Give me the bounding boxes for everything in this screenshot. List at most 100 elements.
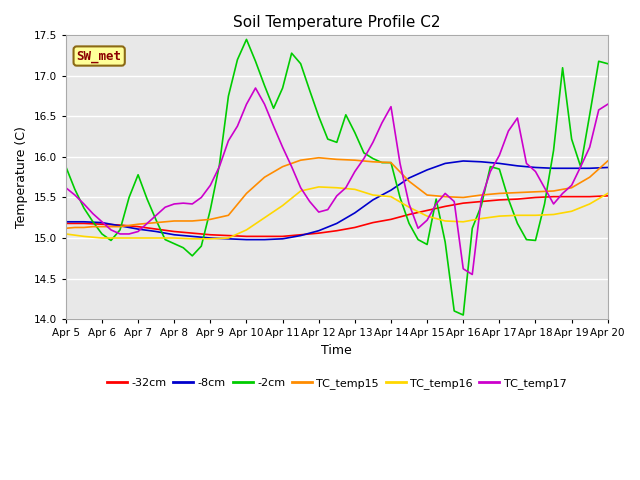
-2cm [550,147,557,153]
-8cm [116,223,124,229]
-8cm [152,228,160,234]
-8cm [333,220,340,226]
Text: SW_met: SW_met [77,49,122,62]
-32cm [333,228,340,234]
TC_temp17 [188,201,196,207]
TC_temp15 [442,194,449,200]
-8cm [80,219,88,225]
TC_temp16 [243,227,250,233]
-32cm [351,225,358,230]
TC_temp15 [225,213,232,218]
TC_temp16 [477,216,485,221]
-32cm [477,199,485,204]
-2cm [243,36,250,42]
TC_temp16 [152,235,160,241]
-8cm [460,158,467,164]
TC_temp15 [351,157,358,163]
-32cm [297,232,305,238]
-32cm [586,194,593,200]
-32cm [550,194,557,200]
-2cm [62,164,70,169]
TC_temp17 [468,272,476,277]
Line: -32cm: -32cm [66,196,608,236]
-32cm [62,220,70,226]
TC_temp16 [568,208,575,214]
-32cm [460,200,467,206]
TC_temp15 [387,160,395,166]
Line: TC_temp17: TC_temp17 [66,88,608,275]
Line: TC_temp15: TC_temp15 [66,158,608,228]
TC_temp15 [260,174,268,180]
TC_temp16 [495,213,503,219]
TC_temp15 [495,191,503,196]
TC_temp15 [477,192,485,198]
TC_temp17 [252,85,259,91]
TC_temp17 [604,101,612,107]
-8cm [207,235,214,241]
TC_temp16 [207,236,214,242]
TC_temp16 [62,231,70,237]
TC_temp15 [89,224,97,229]
TC_temp16 [460,219,467,225]
TC_temp16 [279,203,287,208]
TC_temp16 [351,187,358,192]
TC_temp15 [134,221,142,227]
TC_temp15 [405,179,413,184]
Line: -8cm: -8cm [66,161,608,240]
-32cm [260,233,268,239]
TC_temp15 [532,189,540,195]
TC_temp16 [260,215,268,221]
TC_temp16 [387,194,395,200]
-8cm [62,219,70,225]
-32cm [513,196,521,202]
-8cm [586,166,593,171]
TC_temp15 [80,225,88,230]
TC_temp15 [152,220,160,226]
TC_temp15 [604,158,612,164]
TC_temp16 [297,188,305,194]
TC_temp17 [170,201,178,207]
TC_temp15 [315,155,323,161]
-2cm [360,150,368,156]
TC_temp15 [568,185,575,191]
-2cm [460,312,467,318]
-32cm [116,222,124,228]
TC_temp15 [62,226,70,231]
-8cm [315,228,323,234]
-8cm [225,236,232,242]
-8cm [532,165,540,170]
-8cm [604,165,612,170]
-8cm [98,220,106,226]
-8cm [568,166,575,171]
-8cm [477,159,485,165]
-32cm [170,228,178,234]
TC_temp16 [134,235,142,241]
-32cm [279,233,287,239]
-2cm [604,61,612,67]
-32cm [188,230,196,236]
TC_temp16 [98,235,106,241]
TC_temp15 [550,188,557,194]
TC_temp15 [116,224,124,229]
TC_temp16 [586,201,593,207]
-32cm [207,232,214,238]
TC_temp16 [423,213,431,219]
-32cm [134,224,142,229]
-8cm [297,233,305,239]
TC_temp16 [333,185,340,191]
TC_temp16 [80,233,88,239]
TC_temp17 [550,201,557,207]
-32cm [532,194,540,200]
-32cm [225,233,232,239]
-8cm [351,210,358,216]
-8cm [170,232,178,238]
-32cm [495,197,503,203]
-32cm [315,230,323,236]
TC_temp16 [369,192,377,198]
-2cm [170,241,178,247]
TC_temp15 [98,224,106,229]
TC_temp15 [188,218,196,224]
-8cm [423,167,431,173]
TC_temp17 [396,160,404,166]
-8cm [387,187,395,193]
